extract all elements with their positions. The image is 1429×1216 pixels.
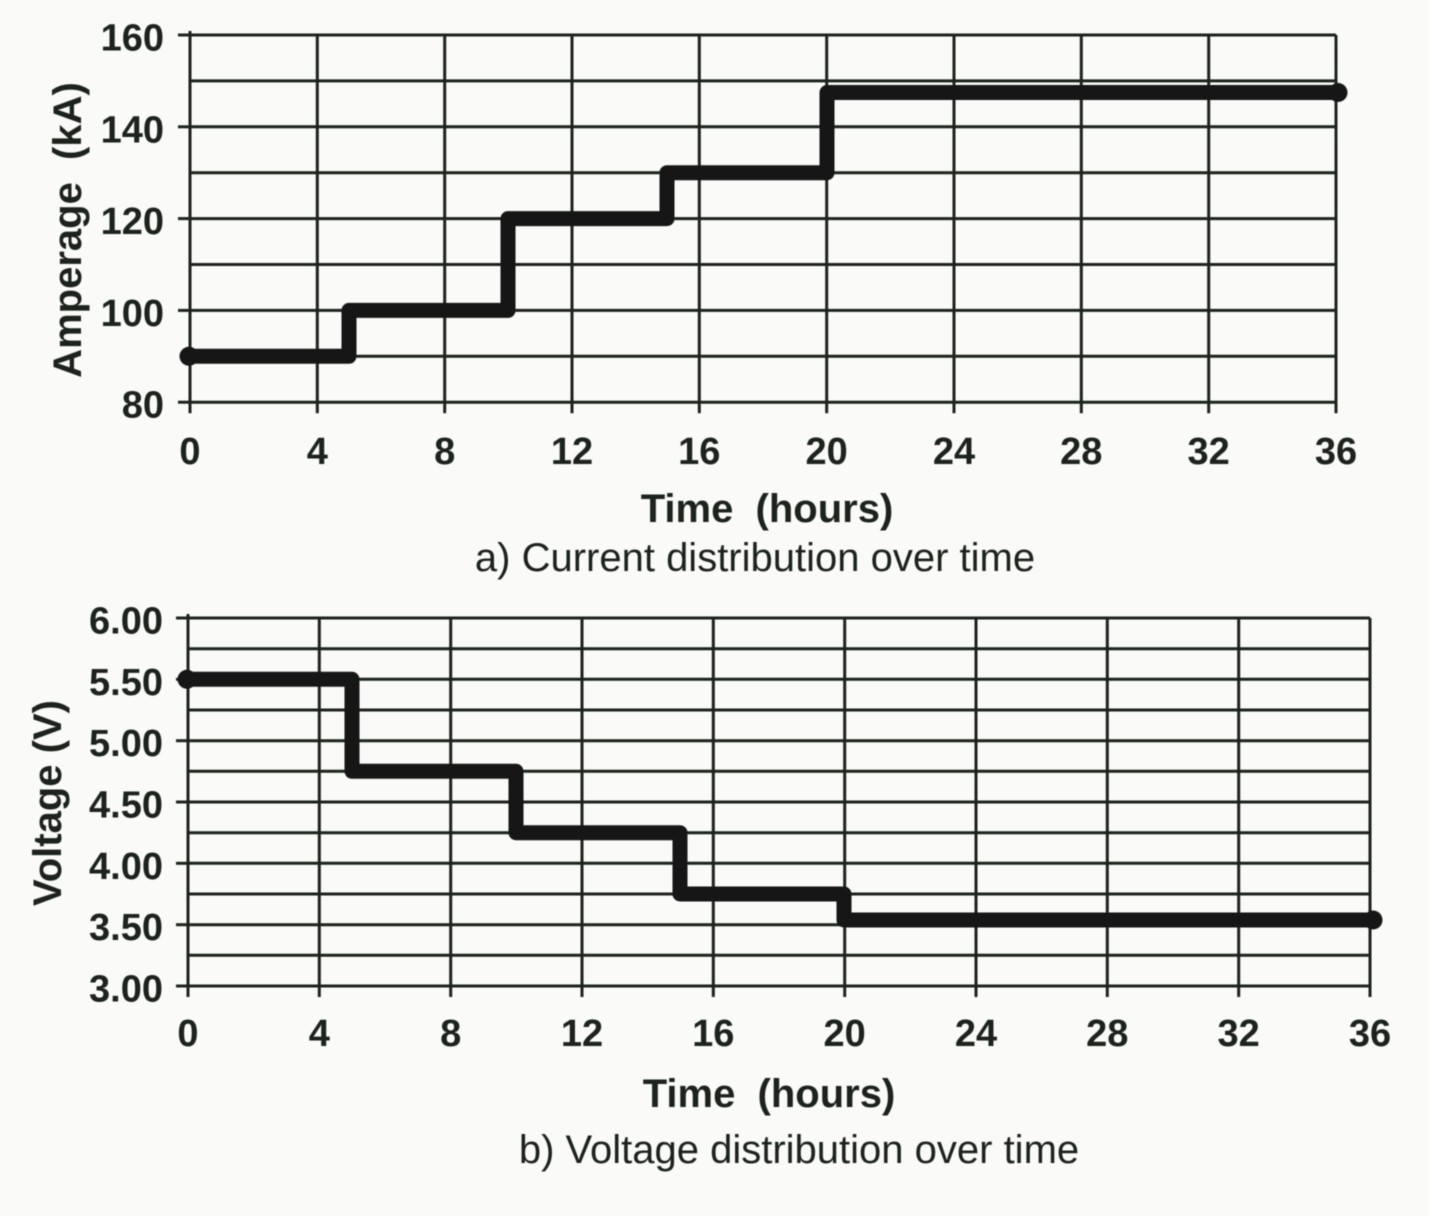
svg-text:8: 8 — [440, 1013, 461, 1055]
svg-text:100: 100 — [101, 293, 164, 335]
svg-text:3.50: 3.50 — [89, 907, 163, 949]
svg-text:8: 8 — [434, 431, 455, 473]
svg-text:Time (hours): Time (hours) — [643, 1072, 896, 1116]
svg-text:140: 140 — [101, 109, 164, 151]
svg-text:Amperage (kA): Amperage (kA) — [46, 82, 90, 378]
svg-text:Voltage (V): Voltage (V) — [26, 700, 70, 906]
svg-text:6.00: 6.00 — [89, 601, 163, 643]
svg-text:24: 24 — [933, 431, 975, 473]
svg-text:4: 4 — [309, 1013, 330, 1055]
svg-text:36: 36 — [1315, 431, 1357, 473]
svg-text:28: 28 — [1086, 1013, 1128, 1055]
svg-text:20: 20 — [824, 1013, 866, 1055]
svg-text:5.00: 5.00 — [89, 723, 163, 765]
svg-text:20: 20 — [806, 431, 848, 473]
svg-text:36: 36 — [1349, 1013, 1391, 1055]
svg-text:16: 16 — [692, 1013, 734, 1055]
svg-text:32: 32 — [1188, 431, 1230, 473]
svg-text:28: 28 — [1060, 431, 1102, 473]
svg-text:24: 24 — [955, 1013, 997, 1055]
svg-text:4.50: 4.50 — [89, 785, 163, 827]
svg-text:5.50: 5.50 — [89, 662, 163, 704]
svg-text:0: 0 — [179, 431, 200, 473]
svg-text:Time (hours): Time (hours) — [641, 487, 894, 531]
svg-text:80: 80 — [122, 385, 164, 427]
svg-text:0: 0 — [177, 1013, 198, 1055]
svg-text:4: 4 — [307, 431, 328, 473]
svg-text:12: 12 — [551, 431, 593, 473]
svg-text:a) Current distribution over t: a) Current distribution over time — [475, 536, 1035, 580]
svg-text:16: 16 — [678, 431, 720, 473]
svg-text:120: 120 — [101, 201, 164, 243]
svg-text:3.00: 3.00 — [89, 969, 163, 1011]
svg-text:32: 32 — [1218, 1013, 1260, 1055]
svg-text:12: 12 — [561, 1013, 603, 1055]
svg-text:b) Voltage distribution over t: b) Voltage distribution over time — [519, 1128, 1079, 1172]
svg-text:4.00: 4.00 — [89, 846, 163, 888]
svg-text:160: 160 — [101, 18, 164, 60]
